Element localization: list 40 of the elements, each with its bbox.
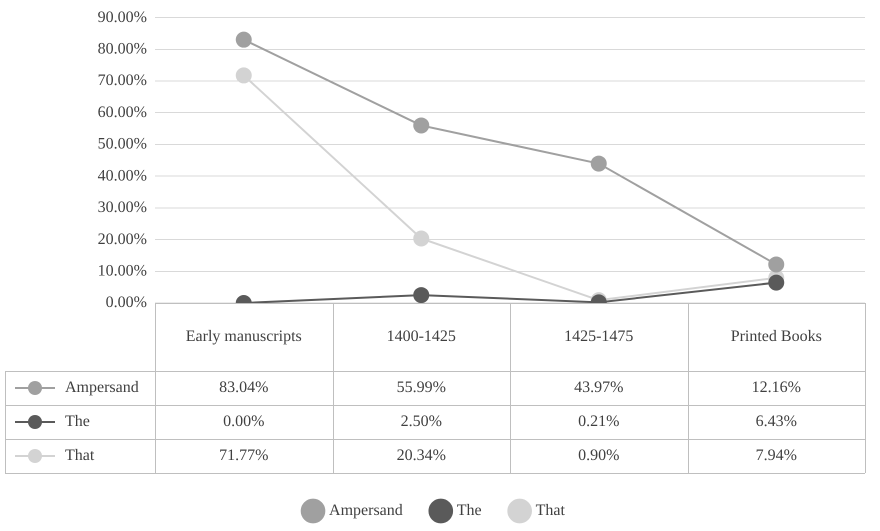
x-tick-label: 1400-1425 — [386, 328, 456, 346]
y-tick-label: 70.00% — [98, 72, 147, 90]
data-label: 6.43% — [756, 413, 797, 430]
y-tick-label: 10.00% — [98, 262, 147, 280]
y-tick-label: 0.00% — [106, 294, 147, 312]
point — [236, 67, 252, 84]
data-label: 0.90% — [578, 447, 620, 464]
data-label: 12.16% — [752, 379, 801, 396]
text: The — [456, 502, 482, 520]
data-label: 55.99% — [396, 379, 446, 396]
point — [413, 287, 430, 303]
legend-label: That — [536, 502, 566, 520]
x-tick-label: 1425-1475 — [564, 328, 634, 346]
data-label: 71.77% — [219, 447, 268, 464]
data-label: 20.34% — [396, 447, 446, 464]
point — [768, 274, 784, 291]
data-label: 2.50% — [400, 413, 442, 430]
data-label: 83.04% — [219, 379, 268, 396]
y-tick-label: 60.00% — [98, 104, 147, 121]
legend-label: Ampersand — [65, 379, 139, 396]
text: That — [65, 447, 94, 464]
point — [590, 156, 607, 172]
data-label: 0.00% — [223, 413, 264, 430]
y-tick-label: 20.00% — [98, 230, 147, 248]
point — [413, 117, 430, 134]
x-tick-label: Printed Books — [730, 328, 822, 346]
point — [768, 256, 784, 272]
x-tick-label: Early manuscripts — [186, 328, 302, 346]
point — [413, 230, 430, 246]
text: Ampersand — [329, 502, 403, 520]
legend-label: The — [65, 413, 90, 430]
data-label: 43.97% — [574, 379, 624, 396]
y-tick-label: 50.00% — [98, 136, 147, 153]
point — [236, 32, 252, 48]
y-tick-label: 40.00% — [98, 167, 147, 184]
y-tick-label: 80.00% — [98, 40, 147, 58]
y-tick-label: 90.00% — [98, 8, 147, 26]
data-label: 0.21% — [578, 413, 620, 430]
y-tick-label: 30.00% — [98, 199, 147, 216]
data-label: 7.94% — [756, 447, 797, 464]
